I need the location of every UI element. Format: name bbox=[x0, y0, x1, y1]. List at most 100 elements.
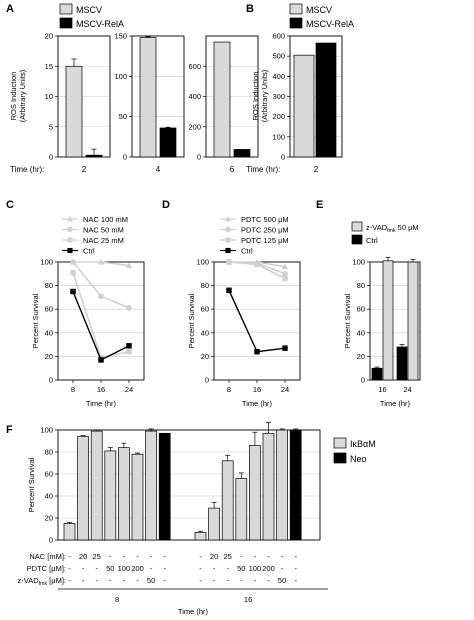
bar-e-0-0 bbox=[382, 260, 394, 381]
xlabel-a: Time (hr): bbox=[10, 165, 44, 174]
bar-f-0-1 bbox=[77, 436, 89, 541]
data-point-c-2-2 bbox=[126, 348, 132, 355]
condition-cell-1-0-3: 50 bbox=[106, 564, 114, 573]
panel-b-ytick-label: 400 bbox=[272, 72, 285, 81]
condition-cell-1-1-5: 200 bbox=[262, 564, 275, 573]
condition-cell-0-1-4: - bbox=[254, 552, 257, 561]
data-point-d-2-2 bbox=[282, 275, 288, 282]
panel-a-1-ytick-label: 100 bbox=[114, 72, 127, 81]
legend-label-d-1: PDTC 250 μM bbox=[241, 226, 289, 235]
legend-label-a-0: MSCV bbox=[76, 5, 102, 15]
series-line-c-1 bbox=[72, 261, 130, 309]
condition-cell-0-0-5: - bbox=[136, 552, 139, 561]
bar-a-0-0 bbox=[65, 65, 83, 158]
condition-row-label-2: z-VADfmk [μM]: bbox=[18, 576, 67, 587]
panel-letter-a: A bbox=[6, 3, 14, 15]
condition-cell-2-0-1: - bbox=[82, 576, 85, 585]
panel-a-0-ytick-label: 10 bbox=[45, 92, 53, 101]
condition-cell-0-0-0: - bbox=[68, 552, 71, 561]
legend-label-c-2: NAC 25 mM bbox=[83, 236, 124, 245]
panel-a-1-ytick-label: 0 bbox=[123, 153, 127, 162]
panel-letter-d: D bbox=[162, 199, 170, 211]
panel-c-ytick-label: 80 bbox=[45, 281, 53, 290]
data-point-d-3-0 bbox=[226, 287, 232, 294]
xtick-label-d-0: 8 bbox=[227, 385, 231, 394]
legend-label-d-3: Ctrl bbox=[241, 247, 253, 256]
panel-e-ytick-label: 100 bbox=[352, 258, 365, 267]
condition-cell-0-1-5: - bbox=[267, 552, 270, 561]
time-group-label-f-0: 8 bbox=[115, 595, 119, 604]
legend-label-e-0-part-name_sub: fmk bbox=[387, 228, 396, 234]
condition-cell-2-1-7: - bbox=[294, 576, 297, 585]
condition-cell-2-0-7: - bbox=[163, 576, 166, 585]
panel-letter-b: B bbox=[246, 3, 254, 15]
legend-marker-d-2 bbox=[225, 237, 231, 243]
panel-a-0-ytick-label: 15 bbox=[45, 62, 53, 71]
xtick-label-c-1: 16 bbox=[97, 385, 105, 394]
legend-swatch-a-1 bbox=[59, 17, 73, 29]
legend-swatch-f-0 bbox=[333, 437, 347, 449]
ylabel-f: Percent Survival bbox=[27, 457, 36, 512]
condition-cell-1-0-7: - bbox=[163, 564, 166, 573]
legend-swatch-e-0 bbox=[351, 221, 363, 232]
xtick-label-a-0: 2 bbox=[82, 165, 87, 174]
condition-cell-1-0-6: - bbox=[150, 564, 153, 573]
condition-row-label-2-part-label_main: z-VAD bbox=[18, 576, 40, 585]
legend-swatch-b-0 bbox=[289, 3, 303, 15]
condition-cell-0-1-1: 20 bbox=[210, 552, 218, 561]
legend-swatch-a-0 bbox=[59, 3, 73, 15]
condition-cell-1-1-2: - bbox=[226, 564, 229, 573]
condition-cell-2-1-2: - bbox=[226, 576, 229, 585]
data-point-d-3-2 bbox=[282, 345, 288, 351]
condition-row-label-2-part-label_sub: fmk bbox=[39, 581, 48, 587]
bar-a-1-1 bbox=[159, 127, 177, 158]
panel-f-ytick-label: 0 bbox=[49, 536, 53, 545]
bar-a-2-0 bbox=[213, 41, 231, 158]
time-group-label-f-1: 16 bbox=[244, 595, 252, 604]
xtick-label-e-1: 24 bbox=[403, 385, 411, 394]
panel-a-1-ytick-label: 150 bbox=[114, 32, 127, 41]
legend-label-f-1: Neo bbox=[350, 454, 367, 464]
condition-cell-2-1-5: - bbox=[267, 576, 270, 585]
condition-cell-1-0-1: - bbox=[82, 564, 85, 573]
condition-cell-2-1-4: - bbox=[254, 576, 257, 585]
data-point-c-1-2 bbox=[126, 305, 132, 311]
bar-f-1-6 bbox=[276, 429, 288, 541]
condition-cell-1-1-0: - bbox=[199, 564, 202, 573]
bar-f-0-5 bbox=[131, 453, 144, 541]
panel-a-2-ytick-label: 400 bbox=[188, 92, 201, 101]
panel-d-ytick-label: 100 bbox=[196, 258, 209, 267]
panel-b-ytick-label: 300 bbox=[272, 92, 285, 101]
bar-a-2-1 bbox=[233, 149, 251, 158]
condition-cell-1-1-3: 50 bbox=[237, 564, 245, 573]
panel-e-ytick-label: 0 bbox=[361, 376, 365, 385]
bar-b-1 bbox=[315, 42, 337, 158]
panel-a-0-ytick-label: 20 bbox=[45, 32, 53, 41]
panel-f-ytick-label: 100 bbox=[40, 426, 53, 435]
panel-d-ytick-label: 0 bbox=[205, 376, 209, 385]
bar-f-1-3 bbox=[235, 478, 248, 541]
panel-letter-e: E bbox=[316, 199, 323, 211]
condition-cell-0-0-6: - bbox=[150, 552, 153, 561]
ylabel-b-line1: ROS Induction bbox=[251, 72, 260, 121]
xlabel-c: Time (hr) bbox=[86, 399, 117, 408]
data-point-d-3-1 bbox=[254, 348, 260, 355]
legend-marker-d-0 bbox=[225, 216, 231, 222]
condition-cell-2-1-3: - bbox=[240, 576, 243, 585]
series-line-d-3 bbox=[228, 290, 286, 353]
panel-a-2-ytick-label: 200 bbox=[188, 122, 201, 131]
xtick-label-d-2: 24 bbox=[281, 385, 289, 394]
condition-cell-0-0-4: - bbox=[123, 552, 126, 561]
condition-cell-2-1-0: - bbox=[199, 576, 202, 585]
bar-f-1-0 bbox=[194, 531, 207, 541]
data-point-c-1-1 bbox=[98, 293, 104, 300]
data-point-c-3-1 bbox=[98, 357, 104, 363]
legend-label-b-0: MSCV bbox=[306, 5, 332, 15]
ylabel-a-line1: ROS Induction bbox=[9, 72, 18, 121]
condition-cell-0-1-6: - bbox=[281, 552, 284, 561]
condition-row-label-0: NAC [mM]: bbox=[29, 552, 66, 561]
condition-cell-0-0-2: 25 bbox=[93, 552, 101, 561]
ylabel-a-line2: (Arbitrary Units) bbox=[18, 69, 27, 122]
panel-a-0-ytick-label: 0 bbox=[49, 153, 53, 162]
